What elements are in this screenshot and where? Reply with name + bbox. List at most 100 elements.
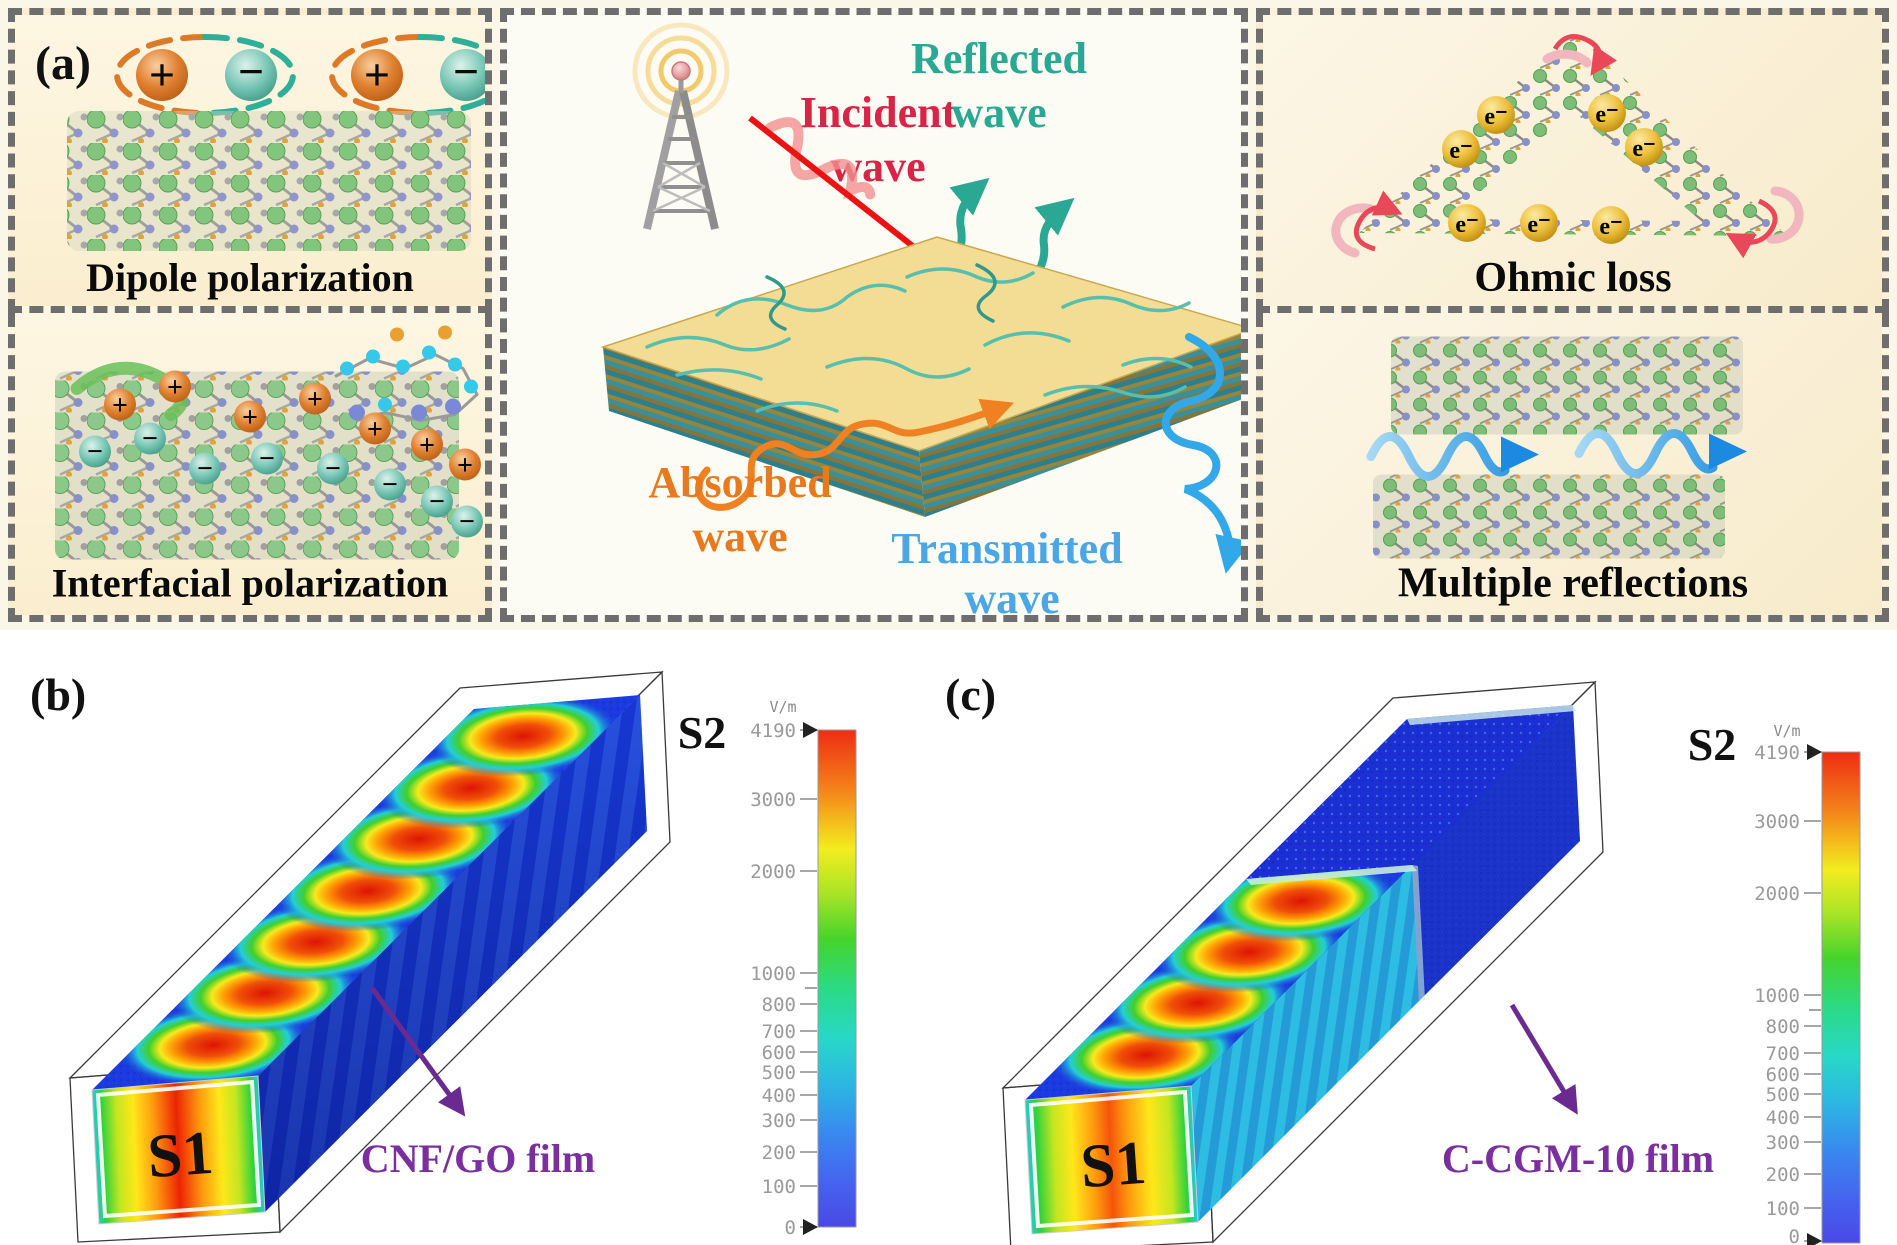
film-slab-edge: [1246, 865, 1417, 885]
electron: e⁻: [1625, 128, 1663, 166]
colorbar: V/m 4190 3000 2000 1000 800 700 600 500 …: [1754, 722, 1861, 1245]
negative-charge: −: [374, 468, 406, 501]
absorbed-wave-label-line2: wave: [692, 512, 787, 561]
molecular-slab: [67, 111, 471, 251]
go-sheet-cluster: [334, 325, 479, 423]
colorbar-tick-label: 700: [1766, 1043, 1800, 1065]
svg-text:+: +: [242, 403, 258, 434]
colorbar-tick-label: 500: [1766, 1084, 1800, 1106]
colorbar-tick-label: 4190: [1754, 742, 1800, 764]
incident-wave-squiggle: [765, 117, 876, 200]
multiple-reflections-box: Multiple reflections: [1256, 313, 1889, 622]
colorbar-tick-label: 100: [1766, 1198, 1800, 1220]
colorbar-tick-label: 800: [1766, 1016, 1800, 1038]
svg-text:e⁻: e⁻: [1595, 102, 1618, 128]
dipole-caption: Dipole polarization: [86, 255, 414, 300]
colorbar-max-marker: [803, 722, 818, 738]
svg-text:−: −: [459, 507, 475, 538]
svg-text:e⁻: e⁻: [1449, 138, 1472, 164]
electron: e⁻: [1592, 206, 1630, 244]
colorbar-tick-label: 1000: [750, 963, 796, 985]
colorbar-tick-label: 0: [1789, 1226, 1800, 1245]
multiple-caption: Multiple reflections: [1398, 561, 1748, 607]
port-s1-face: [91, 1075, 266, 1225]
standing-wave-hotspots: [118, 695, 618, 1086]
dipole-pair: + −: [114, 34, 296, 116]
svg-text:+: +: [367, 415, 383, 446]
port-s1-frame: [1028, 1089, 1195, 1229]
negative-charge: −: [134, 422, 166, 455]
colorbar-ticks: [800, 729, 817, 1228]
colorbar-tick-label: 1000: [1754, 985, 1800, 1007]
svg-text:+: +: [112, 391, 128, 422]
colorbar-unit: V/m: [769, 698, 796, 716]
svg-text:e⁻: e⁻: [1632, 136, 1655, 162]
simulation-cnfgo: S1 S2 CNF/GO film V/m 4190 3000 2000 100…: [68, 670, 857, 1243]
film-top-face: [600, 236, 1241, 452]
svg-text:−: −: [429, 487, 445, 518]
triangular-sheet-ring: [1359, 29, 1787, 236]
svg-text:+: +: [457, 451, 473, 482]
dipole-oval-right-arc: [202, 34, 296, 116]
colorbar-tick-label: 700: [762, 1021, 796, 1043]
film-pointer-arrow: [1509, 1003, 1578, 1115]
ohmic-caption: Ohmic loss: [1474, 255, 1671, 301]
interfacial-caption: Interfacial polarization: [52, 561, 449, 606]
svg-text:−: −: [197, 454, 213, 485]
svg-text:−: −: [382, 470, 398, 501]
colorbar-tick-label: 600: [762, 1042, 796, 1064]
transmitted-wave-label-line2: wave: [964, 574, 1059, 615]
dipole-oval-left-arc: [329, 34, 423, 116]
lower-molecular-sheet: [1373, 474, 1725, 559]
colorbar: V/m 4190 3000 2000 1000 800 700 600 500 …: [750, 698, 857, 1239]
multiple-reflections-illustration: Multiple reflections: [1366, 336, 1748, 607]
colorbar-tick-label: 200: [762, 1142, 796, 1164]
film-pointer-arrow: [369, 986, 466, 1117]
colorbar-tick-label: 300: [1766, 1132, 1800, 1154]
colorbar-tick-label: 3000: [750, 789, 796, 811]
electron: e⁻: [1448, 204, 1486, 242]
negative-charges-row: − − − − − − − −: [79, 422, 483, 538]
svg-text:−: −: [325, 454, 341, 485]
panel-a-label: (a): [35, 37, 91, 90]
electrons: e⁻ e⁻ e⁻ e⁻ e⁻ e⁻ e⁻: [1442, 94, 1663, 244]
ohmic-loss-illustration: e⁻ e⁻ e⁻ e⁻ e⁻ e⁻ e⁻ Ohmic loss: [1331, 29, 1804, 301]
electron: e⁻: [1477, 96, 1515, 134]
reflected-wave-label-line1: Reflected: [911, 34, 1087, 83]
dipole-oval-left-arc: [114, 34, 208, 116]
waveguide-c: S1: [1001, 680, 1604, 1245]
port-s1-frame: [95, 1079, 262, 1219]
colorbar-unit: V/m: [1773, 722, 1800, 740]
colorbar-tick-label: 200: [1766, 1164, 1800, 1186]
wave-interaction-box: Incident wave Reflected wave: [500, 8, 1248, 622]
positive-charge: +: [359, 412, 391, 446]
electron-transport-arrows: [1331, 34, 1804, 259]
film-edge-highlight: [1407, 705, 1576, 725]
port-s1-label: S1: [145, 1119, 215, 1191]
negative-charge: −: [79, 435, 111, 468]
electron: e⁻: [1588, 94, 1626, 132]
colorbar-tick-label: 4190: [750, 720, 796, 742]
colorbar-tick-label: 800: [762, 994, 796, 1016]
negative-charge: −: [451, 505, 483, 538]
electron: e⁻: [1520, 204, 1558, 242]
radio-tower-icon: [632, 22, 730, 230]
electron: e⁻: [1442, 130, 1480, 168]
colorbar-max-marker: [1807, 744, 1822, 760]
composite-film: [600, 236, 1241, 517]
port-s2-label: S2: [1688, 719, 1737, 770]
wave-arrowhead: [1709, 433, 1747, 470]
negative-charge-sphere: [440, 49, 485, 101]
colorbar-min-marker: [1807, 1233, 1822, 1245]
colorbar-tick-label: 0: [785, 1217, 796, 1239]
positive-charge: +: [411, 428, 443, 462]
film-slab-edge-side: [1412, 865, 1425, 1001]
negative-charge: −: [317, 452, 349, 485]
film-name-label: CNF/GO film: [361, 1136, 595, 1181]
green-ribbon: [70, 361, 188, 421]
film-side-left: [603, 347, 925, 517]
positive-charge: +: [449, 448, 481, 482]
negative-charge-sphere: [225, 49, 277, 101]
absorbed-wave-label-line1: Absorbed: [648, 458, 831, 507]
ohmic-loss-box: e⁻ e⁻ e⁻ e⁻ e⁻ e⁻ e⁻ Ohmic loss: [1256, 8, 1889, 313]
